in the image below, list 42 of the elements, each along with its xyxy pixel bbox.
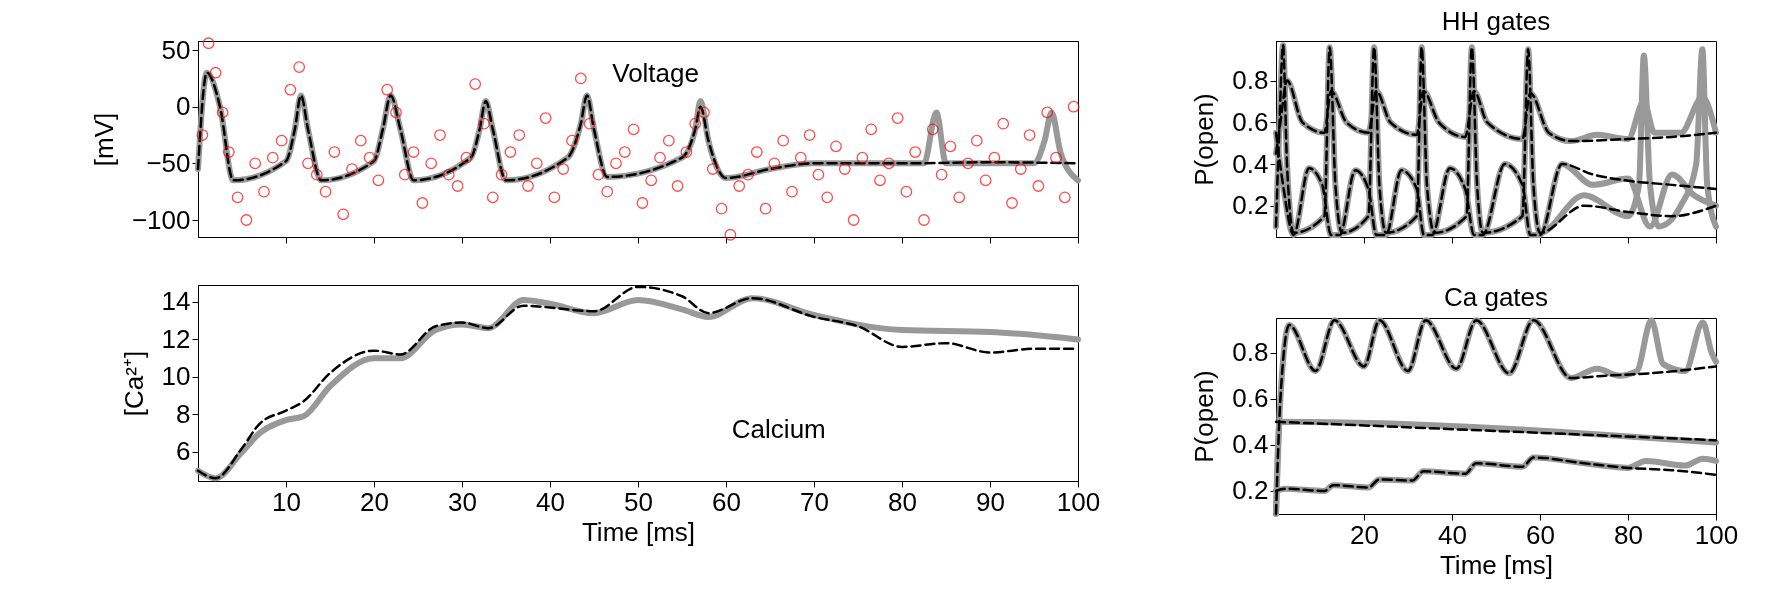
y-axis-title: [mV] [88, 112, 119, 167]
y-axis-title: P(open) [1189, 93, 1220, 186]
annotation: Voltage [612, 58, 699, 89]
y-tick-label: 0.6 [1232, 383, 1269, 414]
x-tick-label: 100 [1694, 519, 1739, 550]
y-tick-label: 0.2 [1232, 190, 1269, 221]
y-tick-label: −100 [131, 204, 191, 235]
x-tick-label: 20 [360, 486, 389, 517]
y-tick-label: 8 [176, 398, 191, 429]
y-tick-label: 50 [161, 34, 191, 65]
x-axis-title: Time [ms] [581, 516, 696, 547]
y-tick-label: 0.4 [1232, 429, 1269, 460]
y-tick-label: 0.4 [1232, 148, 1269, 179]
x-tick-label: 60 [712, 486, 741, 517]
y-tick-label: 0.8 [1232, 337, 1269, 368]
y-tick-label: 0 [176, 91, 191, 122]
chart-title: Ca gates [1443, 282, 1549, 313]
x-tick-label: 60 [1526, 519, 1555, 550]
x-tick-label: 40 [1438, 519, 1467, 550]
x-tick-label: 90 [976, 486, 1005, 517]
y-tick-label: 14 [161, 286, 191, 317]
y-axis-title: P(open) [1189, 370, 1220, 463]
y-tick-label: −50 [146, 147, 191, 178]
x-tick-label: 80 [888, 486, 917, 517]
x-tick-label: 70 [800, 486, 829, 517]
x-tick-label: 100 [1056, 486, 1101, 517]
x-tick-label: 20 [1350, 519, 1379, 550]
chart-title: HH gates [1441, 6, 1551, 36]
y-tick-label: 0.2 [1232, 475, 1269, 506]
y-tick-label: 10 [161, 361, 191, 392]
x-tick-label: 30 [448, 486, 477, 517]
x-tick-label: 10 [272, 486, 301, 517]
y-tick-label: 12 [161, 323, 191, 354]
annotation: Calcium [731, 414, 826, 445]
x-axis-title: Time [ms] [1439, 549, 1554, 580]
y-axis-title: [Ca²⁺] [118, 350, 149, 417]
x-tick-label: 80 [1614, 519, 1643, 550]
y-tick-label: 6 [176, 436, 191, 467]
y-tick-label: 0.8 [1232, 65, 1269, 96]
x-tick-label: 40 [536, 486, 565, 517]
x-tick-label: 50 [624, 486, 653, 517]
y-tick-label: 0.6 [1232, 106, 1269, 137]
